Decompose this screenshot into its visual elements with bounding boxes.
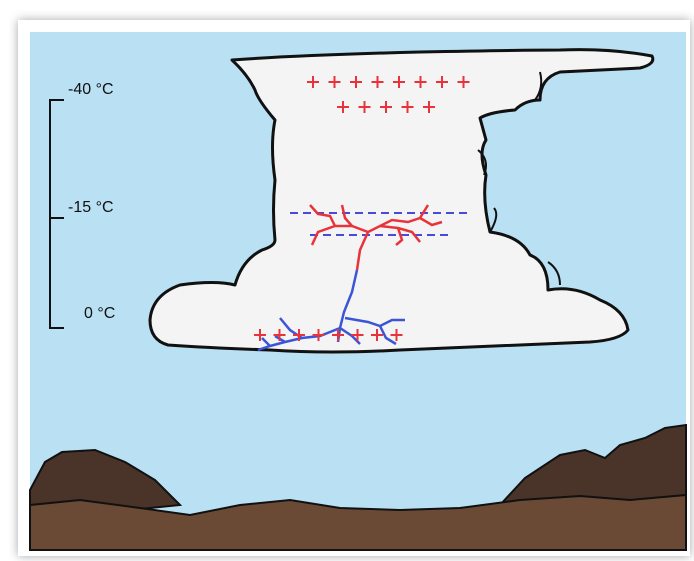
plus-sign [371, 329, 383, 341]
plus-sign [332, 329, 344, 341]
plus-sign [293, 329, 305, 341]
plus-sign [414, 76, 427, 88]
scale-label: -40 °C [68, 81, 114, 98]
positive-charges [254, 76, 470, 341]
plus-sign [307, 76, 319, 88]
plus-sign [393, 76, 405, 88]
lightning-positive [309, 204, 443, 271]
plus-sign [457, 76, 470, 88]
ground [29, 493, 687, 551]
plus-sign [350, 76, 362, 88]
plus-sign [423, 101, 435, 113]
cloud [148, 48, 655, 354]
cloud-detail [477, 149, 561, 286]
plus-sign [254, 329, 266, 341]
plus-sign [312, 329, 325, 341]
plus-sign [436, 76, 448, 88]
plus-sign [390, 329, 403, 341]
plus-sign [371, 76, 384, 88]
plus-sign [328, 76, 341, 88]
plus-sign [351, 329, 364, 341]
plus-sign [401, 101, 414, 113]
temperature-scale [49, 99, 64, 329]
plus-sign [273, 329, 286, 341]
plus-sign [337, 101, 349, 113]
scale-label: -15 °C [68, 199, 114, 216]
plus-sign [358, 101, 371, 113]
cloud-detail [534, 71, 543, 101]
scale-label: 0 °C [84, 305, 115, 322]
plus-sign [380, 101, 392, 113]
